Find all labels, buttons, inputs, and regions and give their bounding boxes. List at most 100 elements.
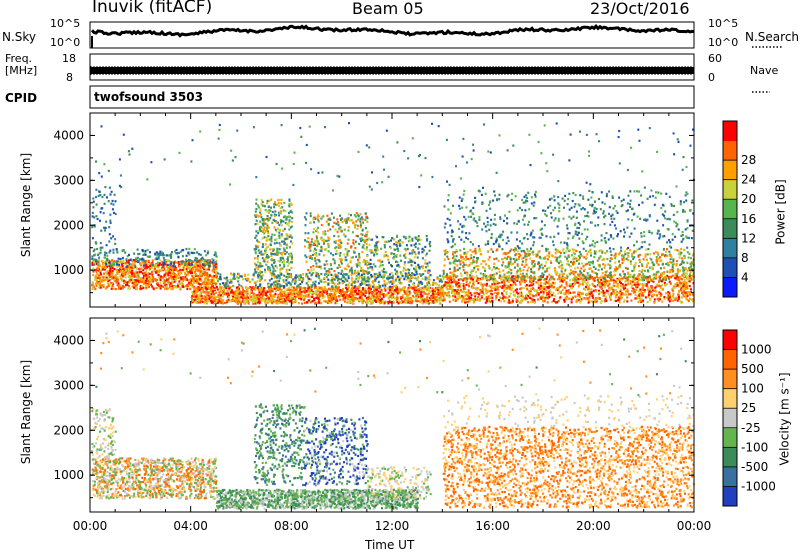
power-panel-cell (345, 221, 348, 225)
power-panel-cell (143, 281, 146, 284)
power-panel-cell (312, 264, 315, 268)
power-panel-cell (128, 281, 131, 284)
power-panel-cell (170, 276, 173, 279)
power-panel-cell (96, 272, 99, 276)
power-panel-cell (97, 263, 100, 266)
power-panel-cell (564, 276, 566, 279)
power-panel-cell (198, 289, 201, 292)
power-panel-cell (188, 263, 191, 266)
power-panel-cell (145, 269, 148, 272)
power-panel-cell (431, 292, 434, 295)
power-panel-cell (354, 269, 357, 272)
power-panel-cell (198, 301, 201, 304)
power-panel-cell (308, 271, 311, 274)
power-panel-cell (267, 231, 270, 235)
power-panel-cell (392, 238, 395, 241)
power-panel-cell (196, 257, 198, 260)
power-panel-cell (175, 275, 178, 278)
power-panel-cell (103, 193, 106, 196)
power-panel-cell (313, 298, 316, 302)
power-panel-cell (211, 290, 214, 293)
power-panel-cell (160, 269, 163, 272)
power-panel-cell (283, 261, 286, 264)
power-panel-cell (211, 285, 214, 288)
power-panel-cell (289, 282, 292, 285)
power-panel-cell (278, 223, 281, 227)
power-panel-cell (313, 228, 316, 231)
power-panel-cell (416, 256, 419, 259)
power-panel-cell (314, 240, 317, 243)
power-panel-cell (136, 267, 138, 270)
power-panel-cell (254, 223, 257, 226)
power-panel-cell (327, 250, 330, 253)
power-panel-cell (137, 279, 140, 282)
power-panel-cell (205, 282, 208, 285)
power-panel-cell (300, 298, 303, 301)
power-panel-cell (371, 280, 374, 283)
power-panel-cell (193, 251, 196, 255)
power-panel-cell (279, 244, 282, 247)
power-panel-cell (91, 237, 94, 240)
power-panel-cell (311, 295, 314, 298)
power-panel-cell (266, 210, 269, 213)
power-panel-cell (109, 221, 112, 224)
power-panel-cell (276, 283, 279, 286)
power-panel-cell (132, 263, 135, 266)
power-panel-cell (156, 261, 159, 264)
power-panel-cell (272, 253, 275, 256)
power-panel-cell (338, 277, 340, 280)
power-panel-cell (144, 273, 147, 276)
power-panel-cell (255, 202, 258, 205)
power-panel-cell (364, 290, 367, 293)
power-panel-cell (438, 284, 440, 287)
power-panel-cell (174, 279, 177, 282)
power-panel-cell (197, 277, 200, 280)
power-panel-cell (356, 292, 359, 295)
power-panel-cell (135, 257, 137, 260)
power-panel-cell (212, 297, 215, 300)
power-panel-cell (194, 256, 197, 260)
noise-sky-trace (90, 23, 695, 38)
power-panel-cell (206, 272, 209, 275)
power-panel-cell (337, 295, 340, 298)
power-panel-cell (192, 268, 195, 271)
power-panel-cell (421, 257, 424, 260)
power-panel-cell (178, 263, 181, 266)
power-panel-cell (92, 274, 95, 277)
power-panel-cell (360, 273, 363, 276)
power-panel-cell (434, 292, 437, 295)
power-panel-cell (181, 283, 184, 286)
power-panel-cell (294, 299, 297, 302)
power-panel-cell (279, 296, 282, 299)
power-panel-cell (355, 275, 358, 278)
power-panel-cell (97, 268, 100, 271)
power-panel-cell (280, 284, 283, 287)
power-panel-cell (361, 251, 364, 254)
power-panel-cell (290, 236, 293, 239)
power-panel-cell (206, 252, 209, 255)
power-panel-cell (346, 242, 349, 245)
power-panel-cell (202, 266, 205, 269)
power-panel-cell (324, 233, 327, 236)
power-panel-cell (265, 239, 268, 242)
power-panel-cell (415, 295, 418, 298)
power-panel-cell (169, 274, 172, 277)
power-panel-cell (401, 288, 404, 291)
power-panel-cell (123, 285, 126, 288)
power-panel-cell (340, 218, 342, 221)
power-panel-cell (231, 293, 234, 296)
power-panel-cell (128, 253, 130, 256)
power-panel-cell (288, 228, 291, 231)
power-panel-cell (340, 242, 343, 245)
power-panel-cell (489, 296, 491, 299)
power-panel-cell (269, 293, 272, 296)
power-panel-cell (218, 291, 221, 294)
power-panel-cell (121, 265, 124, 268)
power-panel-cell (121, 249, 124, 252)
power-panel-cell (356, 235, 359, 238)
power-panel-cell (134, 270, 137, 273)
power-panel-cell (238, 283, 241, 286)
power-panel-cell (167, 274, 170, 277)
power-panel-cell (213, 294, 216, 297)
power-panel-cell (298, 302, 300, 305)
